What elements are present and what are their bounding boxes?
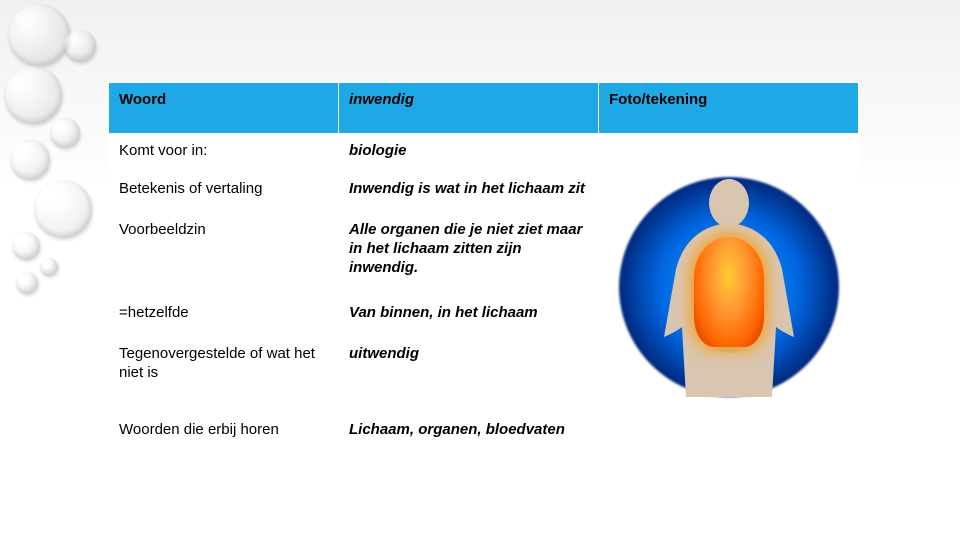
anatomy-illustration: [599, 172, 858, 412]
vocabulary-table: Woord inwendig Foto/tekening Komt voor i…: [108, 82, 859, 451]
row-value: uitwendig: [339, 337, 599, 412]
col-header-label: Woord: [109, 83, 339, 134]
row-value: Inwendig is wat in het lichaam zit: [339, 171, 599, 212]
table-row: Woorden die erbij horen Lichaam, organen…: [109, 412, 859, 450]
decoration-droplet: [50, 118, 80, 148]
decoration-droplet: [16, 272, 38, 294]
slide: Woord inwendig Foto/tekening Komt voor i…: [0, 0, 960, 540]
decoration-droplet: [8, 4, 70, 66]
col-header-value: inwendig: [339, 83, 599, 134]
table-header-row: Woord inwendig Foto/tekening: [109, 83, 859, 134]
row-value: Van binnen, in het lichaam: [339, 295, 599, 336]
col-header-image: Foto/tekening: [599, 83, 859, 134]
decoration-droplet: [10, 140, 50, 180]
row-label: Tegenovergestelde of wat het niet is: [109, 337, 339, 412]
row-label: =hetzelfde: [109, 295, 339, 336]
row-label: Betekenis of vertaling: [109, 171, 339, 212]
table-row: Komt voor in: biologie: [109, 134, 859, 172]
table-row: Betekenis of vertaling Inwendig is wat i…: [109, 171, 859, 212]
row-label: Komt voor in:: [109, 134, 339, 172]
row-label: Voorbeeldzin: [109, 213, 339, 296]
row-label: Woorden die erbij horen: [109, 412, 339, 450]
row-value: biologie: [339, 134, 599, 172]
image-cell-empty: [599, 134, 859, 172]
decoration-droplet: [64, 30, 96, 62]
decoration-droplet: [34, 180, 92, 238]
decoration-droplet: [40, 258, 58, 276]
image-cell: [599, 171, 859, 412]
decoration-droplet: [12, 232, 40, 260]
row-value: Alle organen die je niet ziet maar in he…: [339, 213, 599, 296]
image-cell-empty: [599, 412, 859, 450]
row-value: Lichaam, organen, bloedvaten: [339, 412, 599, 450]
decoration-droplet: [4, 66, 62, 124]
organs-glow: [694, 237, 764, 347]
